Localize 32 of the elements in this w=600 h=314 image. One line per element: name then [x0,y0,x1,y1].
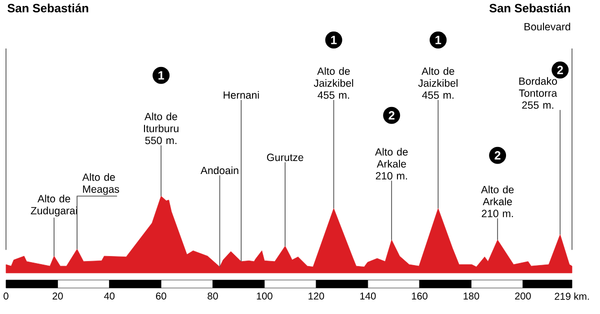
text: San Sebastián [8,4,88,12]
text: 2 [557,66,563,74]
annotation: Alto de Iturburu 550 m. [144,112,178,144]
x-tick-label: 20 [52,292,63,300]
annotation: Alto de Jaizkibel 455 m. [314,67,354,99]
annotation: Alto de Arkale 210 m. [375,148,408,180]
annotation: Alto de Arkale 210 m. [481,186,514,218]
annotation: Andoain [200,166,238,174]
x-tick-label: 0 [4,292,8,300]
text: 2 [388,111,394,120]
annotation: Bordako Tontorra 255 m. [518,77,558,109]
x-tick-label: 120 [308,292,324,300]
x-tick-label: 180 [464,292,480,300]
annotation: Alto de Zudugarai [30,194,77,216]
text: 1 [436,36,442,44]
text: San Sebastián [489,4,570,12]
annotation: Hernani [224,91,259,99]
x-tick-label: 200 [515,292,531,300]
text: Boulevard [524,22,570,30]
x-tick-label: 100 [256,292,272,300]
x-tick-label: 140 [360,292,376,300]
annotation: Gurutze [267,154,304,162]
text: 1 [158,71,164,80]
text: 1 [331,36,337,44]
x-tick-label: 80 [208,292,218,300]
x-tick-label: 160 [412,292,428,300]
annotation: Alto de Meagas [82,173,120,195]
x-tick-label: 60 [156,292,166,300]
annotation: Alto de Jaizkibel 455 m. [418,67,458,99]
x-tick-label: 219 km. [554,292,589,300]
x-tick-label: 40 [104,292,115,300]
text: 2 [494,151,500,160]
